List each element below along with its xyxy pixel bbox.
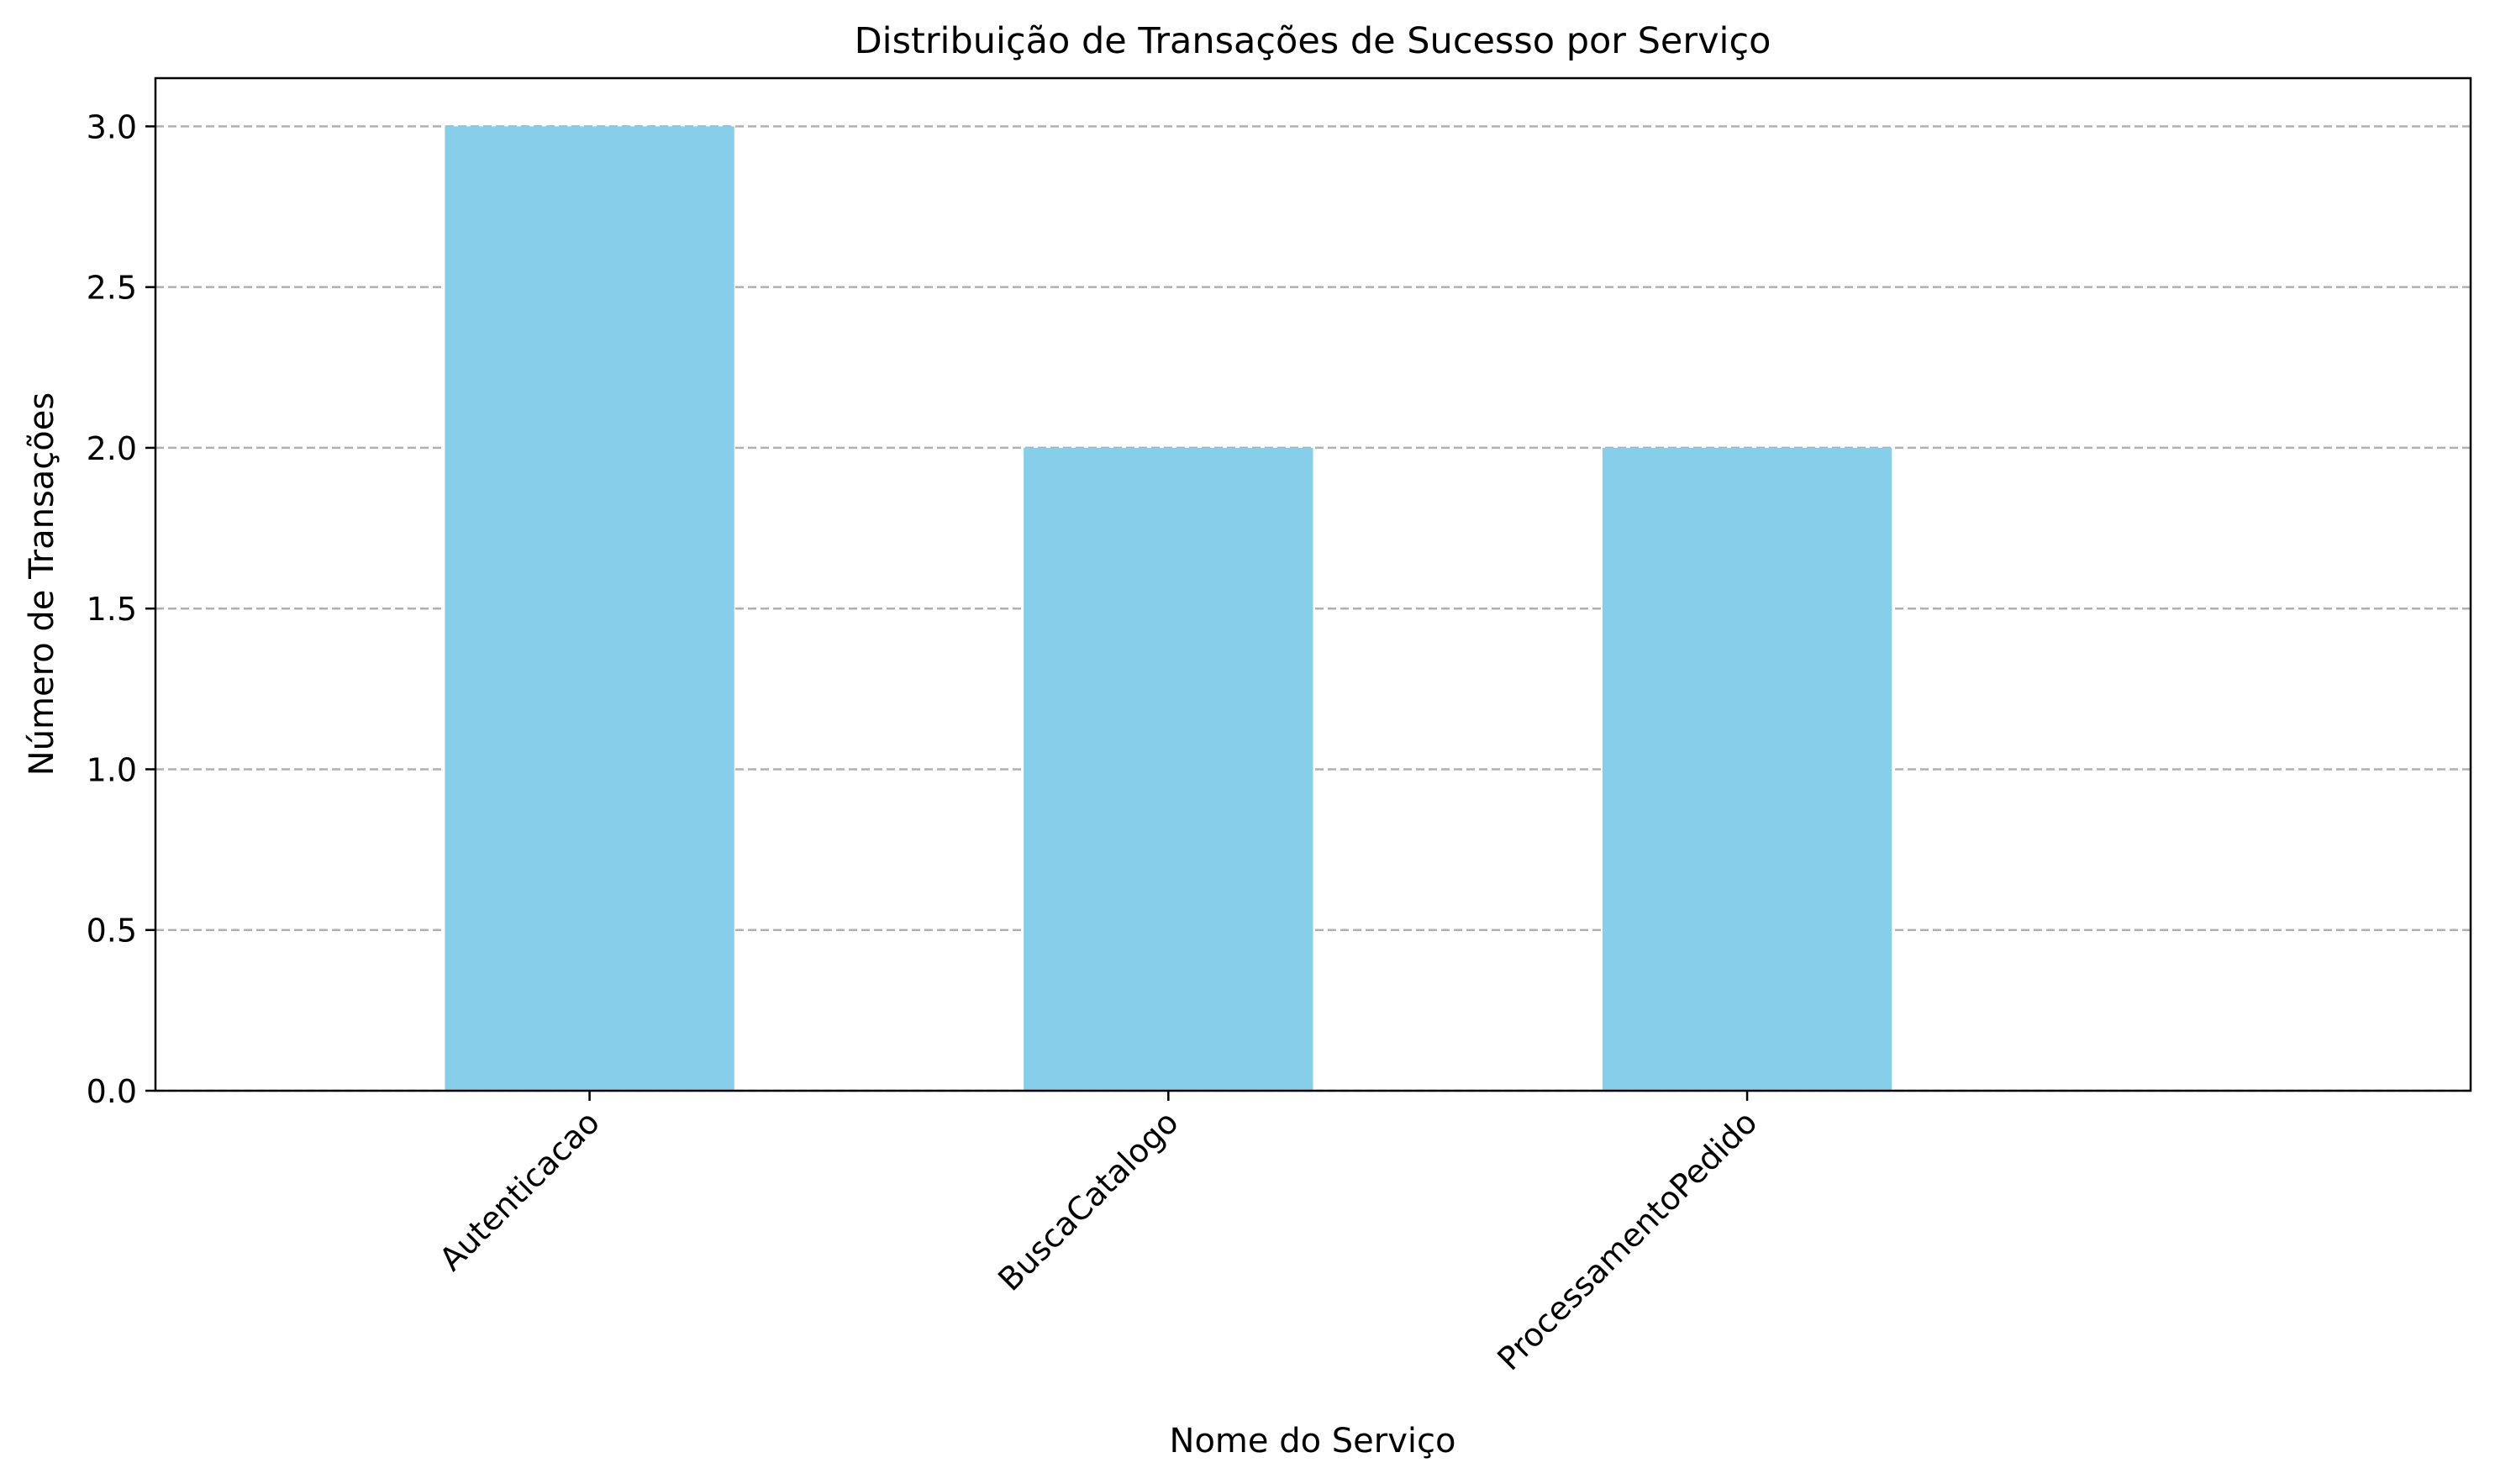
axes-frame bbox=[154, 76, 2472, 1092]
plot-area: 0.00.51.01.52.02.53.0 Autenticacao BuscaC… bbox=[87, 76, 2472, 1377]
y-tick-label: 0.5 bbox=[87, 913, 137, 950]
y-tick-label: 0.0 bbox=[87, 1073, 137, 1110]
y-axis-label: Número de Transações bbox=[23, 392, 61, 776]
chart-title: Distribuição de Transações de Sucesso po… bbox=[855, 20, 1771, 62]
bar-BuscaCatalogo bbox=[1024, 447, 1313, 1091]
y-tick-label: 1.0 bbox=[87, 751, 137, 788]
y-tick-label: 2.5 bbox=[87, 270, 137, 307]
bar-Autenticacao bbox=[445, 126, 734, 1091]
bar-ProcessamentoPedido bbox=[1602, 447, 1892, 1091]
bars bbox=[445, 126, 1892, 1091]
y-axis-ticks: 0.0 0.5 1.0 1.5 2.0 2.5 3.0 bbox=[87, 108, 155, 1110]
y-tick-label: 2.0 bbox=[87, 430, 137, 467]
x-axis-label: Nome do Serviço bbox=[1170, 1422, 1456, 1460]
y-tick-label: 1.5 bbox=[87, 591, 137, 628]
y-tick-label: 3.0 bbox=[87, 108, 137, 145]
